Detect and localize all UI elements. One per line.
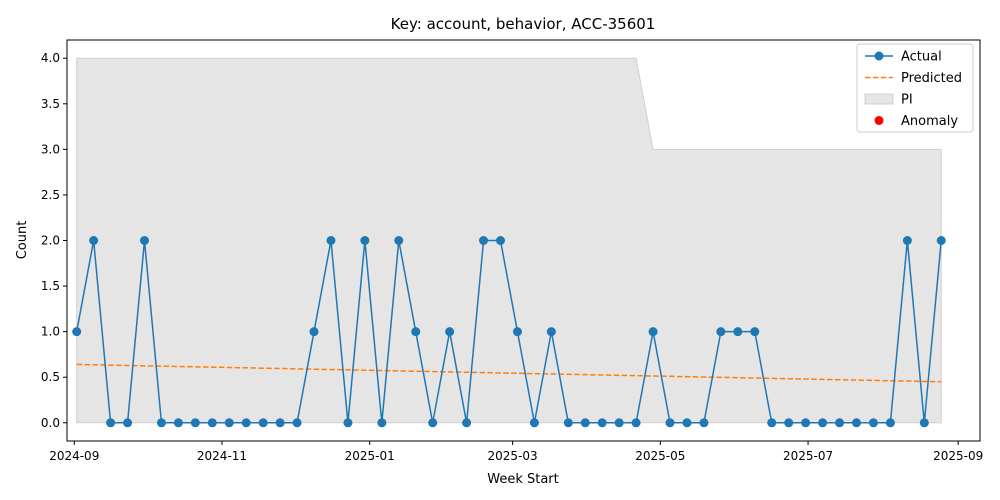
legend-box	[856, 43, 974, 133]
actual-point	[292, 418, 302, 428]
y-tick-label: 1.0	[41, 325, 60, 339]
legend-anomaly-marker	[874, 116, 884, 125]
actual-point	[529, 418, 539, 428]
legend-label: Actual	[901, 50, 942, 65]
actual-point	[546, 327, 556, 337]
x-tick-label: 2024-09	[49, 449, 99, 463]
actual-point	[326, 236, 336, 245]
actual-point	[885, 418, 895, 428]
pi-band-layer	[76, 57, 942, 424]
legend: Actual Predicted PI Anomaly	[856, 43, 974, 133]
actual-point	[614, 418, 624, 428]
x-axis-label: Week Start	[487, 472, 559, 487]
actual-point	[72, 327, 82, 337]
actual-point	[479, 236, 489, 245]
actual-point	[784, 418, 794, 428]
actual-point	[411, 327, 421, 337]
actual-point	[207, 418, 217, 428]
legend-label: Predicted	[901, 71, 962, 86]
predicted-layer	[76, 363, 942, 383]
actual-point	[682, 418, 692, 428]
actual-point	[190, 418, 200, 428]
predicted-line	[76, 363, 942, 383]
actual-point	[343, 418, 353, 428]
actual-point	[377, 418, 387, 428]
actual-point	[716, 327, 726, 337]
actual-point	[275, 418, 285, 428]
actual-point	[241, 418, 251, 428]
x-tick-label: 2025-07	[783, 449, 833, 463]
actual-point	[445, 327, 455, 337]
actual-point	[733, 327, 743, 337]
actual-point	[835, 418, 845, 428]
actual-point	[767, 418, 777, 428]
legend-entry: Predicted	[865, 71, 962, 86]
actual-point	[106, 418, 116, 428]
actual-point	[919, 418, 929, 428]
y-tick-label: 4.0	[41, 51, 60, 65]
actual-point	[89, 236, 99, 245]
actual-point	[750, 327, 760, 337]
actual-point	[224, 418, 234, 428]
y-axis: 0.0 0.5 1.0 1.5 2.0 2.5 3.0 3.5 4.0	[41, 51, 67, 430]
actual-point	[462, 418, 472, 428]
legend-pi-swatch	[864, 93, 894, 105]
pi-band	[76, 57, 942, 424]
actual-point	[495, 236, 505, 245]
actual-point	[258, 418, 268, 428]
x-axis: 2024-09 2024-11 2025-01 2025-03 2025-05 2025-…	[49, 441, 983, 463]
y-tick-label: 3.5	[41, 97, 60, 111]
actual-point	[512, 327, 522, 337]
actual-point	[563, 418, 573, 428]
x-tick-label: 2025-03	[488, 449, 538, 463]
legend-label: Anomaly	[901, 114, 958, 129]
legend-entry: PI	[864, 93, 913, 108]
actual-point	[851, 418, 861, 428]
actual-point	[597, 418, 607, 428]
actual-point	[818, 418, 828, 428]
x-tick-label: 2024-11	[197, 449, 247, 463]
actual-point	[699, 418, 709, 428]
actual-point	[139, 236, 149, 245]
x-tick-label: 2025-01	[345, 449, 395, 463]
actual-point	[648, 327, 658, 337]
y-tick-label: 0.0	[41, 416, 60, 430]
actual-point	[936, 236, 946, 245]
actual-point	[665, 418, 675, 428]
chart-title: Key: account, behavior, ACC-35601	[391, 15, 656, 33]
legend-label: PI	[901, 93, 913, 108]
actual-layer	[72, 236, 946, 428]
legend-entry: Actual	[865, 50, 942, 65]
y-tick-label: 2.5	[41, 188, 60, 202]
y-tick-label: 3.0	[41, 142, 60, 156]
x-tick-label: 2025-05	[635, 449, 685, 463]
actual-point	[428, 418, 438, 428]
actual-point	[156, 418, 166, 428]
legend-actual-marker	[874, 51, 884, 61]
actual-point	[173, 418, 183, 428]
actual-point	[394, 236, 404, 245]
y-axis-label: Count	[15, 221, 30, 260]
actual-point	[801, 418, 811, 428]
actual-point	[631, 418, 641, 428]
legend-entry: Anomaly	[874, 114, 958, 129]
y-tick-label: 0.5	[41, 370, 60, 384]
y-tick-label: 1.5	[41, 279, 60, 293]
actual-point	[123, 418, 133, 428]
actual-point	[580, 418, 590, 428]
actual-point	[360, 236, 370, 245]
y-tick-label: 2.0	[41, 234, 60, 248]
x-tick-label: 2025-09	[933, 449, 983, 463]
actual-line	[75, 239, 942, 424]
actual-point	[309, 327, 319, 337]
actual-point	[868, 418, 878, 428]
actual-point	[902, 236, 912, 245]
